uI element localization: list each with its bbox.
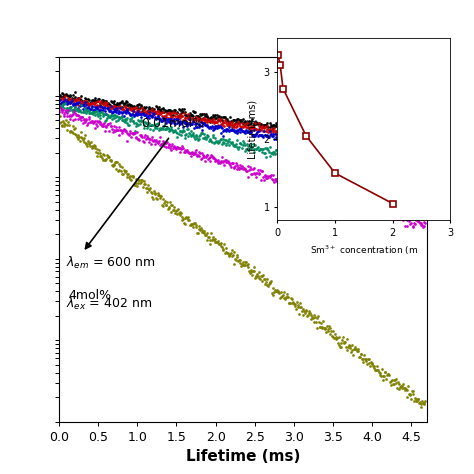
X-axis label: Sm$^{3+}$ concentration (m: Sm$^{3+}$ concentration (m bbox=[310, 244, 418, 257]
Text: 4mol%: 4mol% bbox=[69, 290, 112, 302]
Text: $\lambda_{em}$ = 600 nm: $\lambda_{em}$ = 600 nm bbox=[65, 255, 155, 271]
Text: $\lambda_{ex}$ = 402 nm: $\lambda_{ex}$ = 402 nm bbox=[65, 296, 152, 312]
Text: 0.01mol%: 0.01mol% bbox=[141, 117, 204, 130]
X-axis label: Lifetime (ms): Lifetime (ms) bbox=[186, 449, 300, 465]
Y-axis label: Lifetim (ms): Lifetim (ms) bbox=[248, 100, 258, 159]
